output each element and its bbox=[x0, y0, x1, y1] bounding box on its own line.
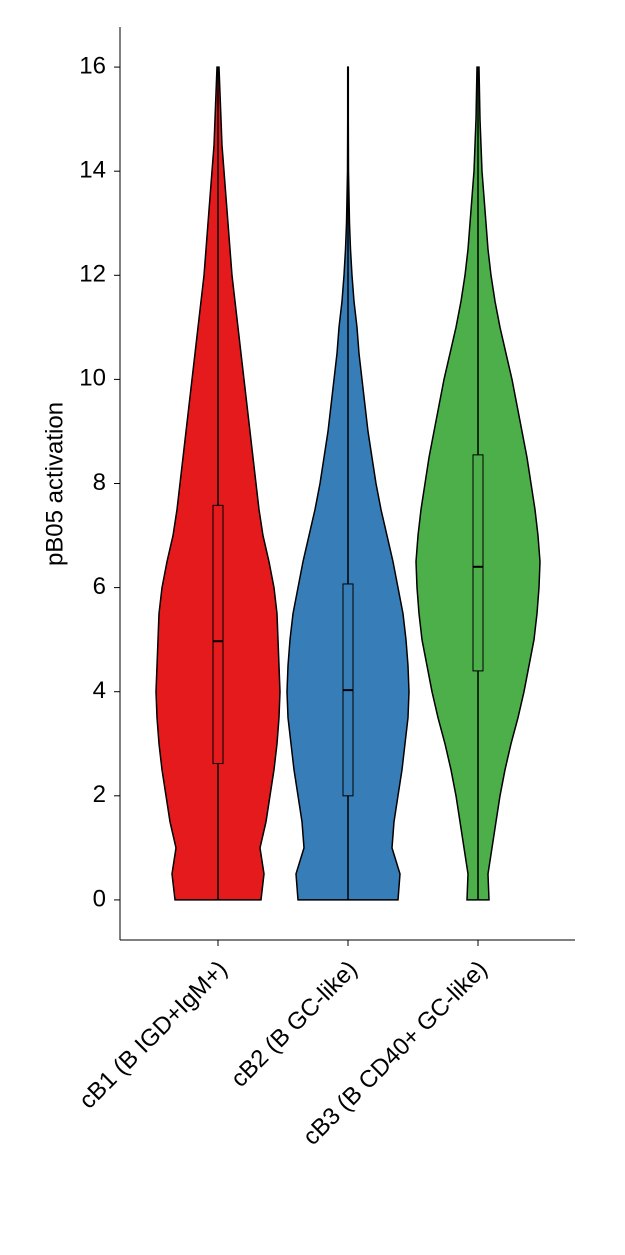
y-tick-label: 0 bbox=[93, 885, 106, 912]
y-tick-label: 6 bbox=[93, 573, 106, 600]
y-tick-label: 8 bbox=[93, 469, 106, 496]
box bbox=[212, 504, 224, 765]
box bbox=[472, 454, 484, 672]
y-tick-label: 14 bbox=[79, 157, 106, 184]
y-tick-label: 10 bbox=[79, 365, 106, 392]
y-tick-label: 2 bbox=[93, 781, 106, 808]
y-axis-label: pB05 activation bbox=[41, 402, 68, 566]
y-tick-label: 4 bbox=[93, 677, 106, 704]
y-tick-label: 12 bbox=[79, 261, 106, 288]
x-tick-label: cB2 (B GC-like) bbox=[226, 956, 363, 1093]
x-tick-label: cB1 (B IGD+IgM+) bbox=[74, 956, 233, 1115]
y-tick-label: 16 bbox=[79, 52, 106, 79]
